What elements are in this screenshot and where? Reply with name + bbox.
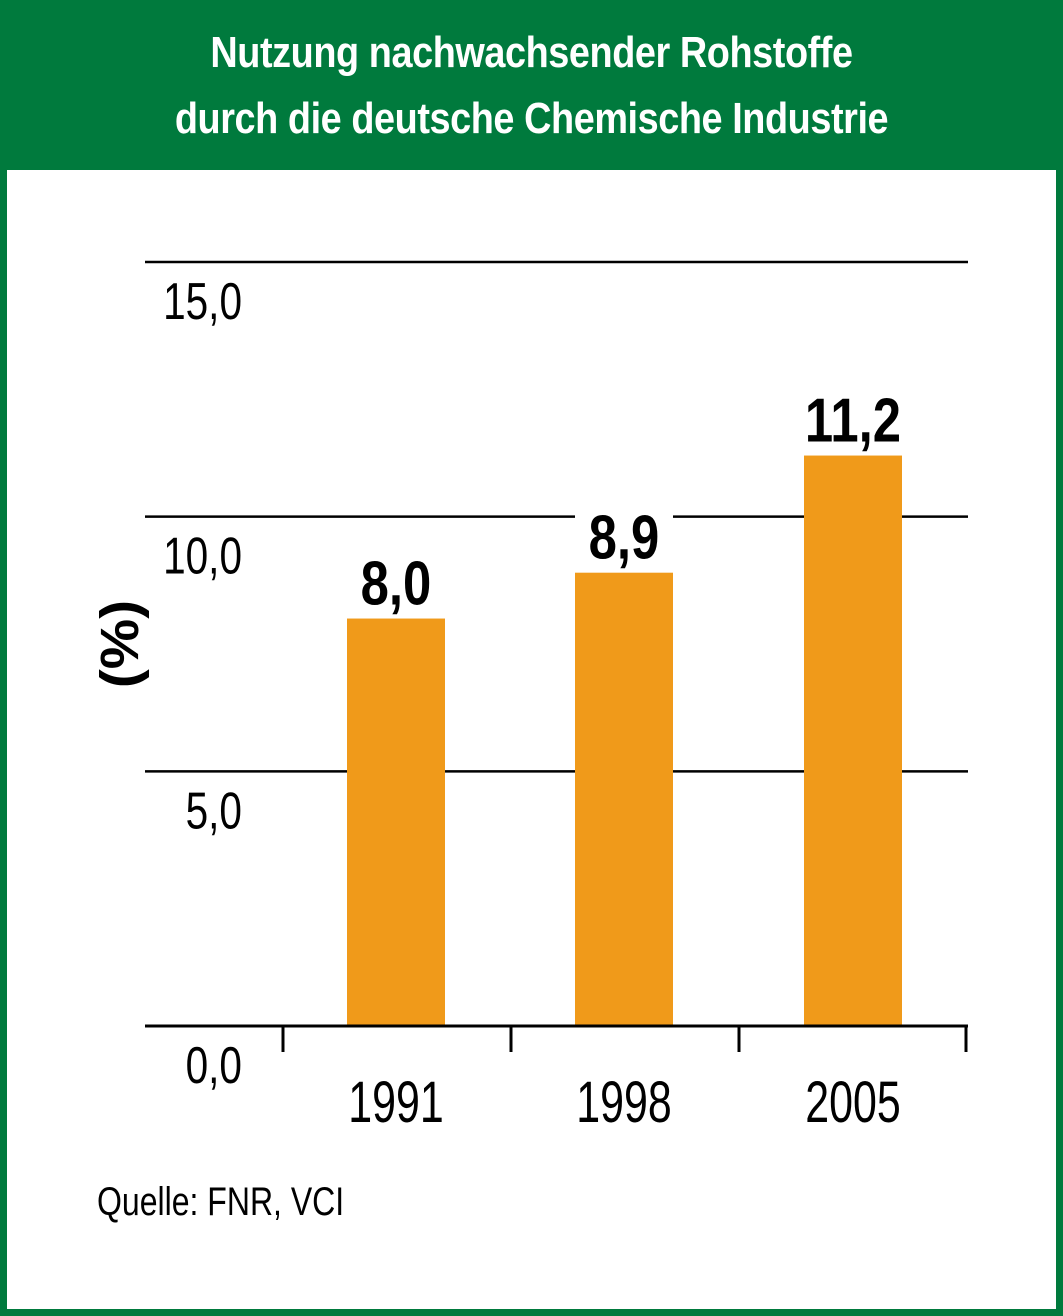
x-tick-label: 1991: [348, 1070, 443, 1135]
x-tick-label: 2005: [805, 1070, 900, 1135]
value-label-background: [791, 383, 915, 446]
source-note: Quelle: FNR, VCI: [97, 1180, 345, 1224]
y-tick-label: 5,0: [186, 781, 242, 839]
chart-title-line-1: Nutzung nachwachsender Rohstoffe: [210, 28, 853, 77]
bar: [347, 618, 445, 1026]
bar-value-label: 8,9: [589, 504, 660, 573]
chart-header: Nutzung nachwachsender Rohstoffe durch d…: [0, 0, 1063, 170]
chart-title-line-2: durch die deutsche Chemische Industrie: [174, 94, 889, 143]
y-tick-label: 10,0: [163, 527, 242, 585]
x-tick-label: 1998: [576, 1070, 671, 1135]
value-label-background: [575, 500, 673, 563]
y-tick-label: 15,0: [163, 272, 242, 330]
y-axis-label: (%): [89, 600, 149, 688]
bar: [575, 572, 673, 1026]
value-label-background: [347, 546, 445, 609]
y-tick-label: 0,0: [186, 1036, 242, 1094]
bar-value-label: 8,0: [361, 550, 432, 619]
bar-value-label: 11,2: [805, 387, 901, 456]
bar: [804, 455, 902, 1027]
